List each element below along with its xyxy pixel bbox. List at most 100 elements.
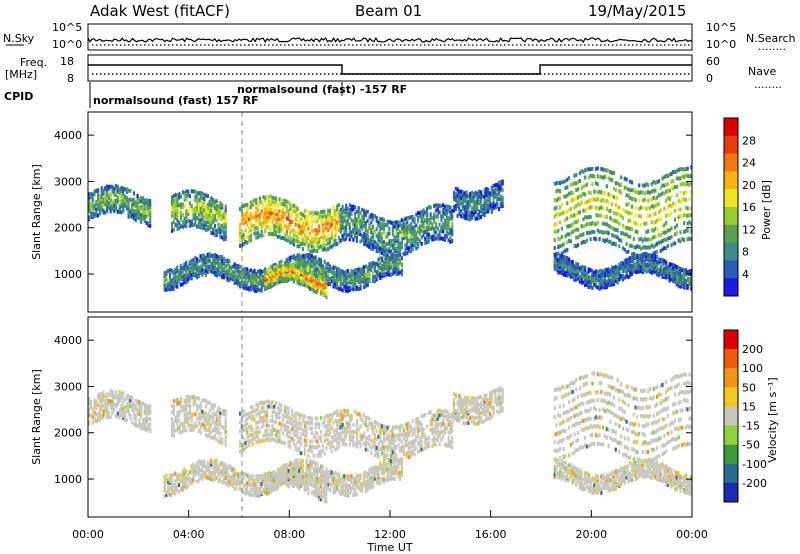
power-echo-cell bbox=[255, 289, 258, 293]
velocity-echo-cell bbox=[303, 419, 306, 424]
power-echo-cell bbox=[122, 198, 125, 203]
power-echo-cell bbox=[647, 205, 650, 210]
power-echo-cell bbox=[397, 250, 400, 254]
velocity-echo-cell bbox=[93, 401, 96, 406]
power-echo-cell bbox=[555, 252, 558, 256]
power-echo-cell bbox=[194, 271, 197, 276]
power-echo-cell bbox=[208, 210, 211, 215]
power-echo-cell bbox=[145, 203, 148, 208]
velocity-echo-cell bbox=[253, 436, 256, 441]
power-echo-cell bbox=[210, 196, 213, 201]
power-echo-cell bbox=[422, 226, 425, 230]
power-echo-cell bbox=[291, 255, 294, 260]
power-echo-cell bbox=[294, 222, 297, 227]
velocity-echo-cell bbox=[129, 395, 132, 400]
power-echo-cell bbox=[386, 253, 389, 258]
power-echo-cell bbox=[328, 282, 332, 287]
power-echo-cell bbox=[363, 241, 366, 246]
power-echo-cell bbox=[672, 279, 675, 283]
power-echo-cell bbox=[616, 265, 619, 270]
power-echo-cell bbox=[373, 214, 376, 219]
power-echo-cell bbox=[384, 264, 387, 269]
velocity-echo-cell bbox=[271, 437, 274, 441]
power-echo-cell bbox=[300, 237, 303, 242]
power-echo-cell bbox=[188, 275, 191, 280]
power-echo-cell bbox=[663, 273, 666, 278]
power-echo-cell bbox=[417, 229, 420, 234]
velocity-echo-cell bbox=[337, 441, 341, 445]
velocity-echo-cell bbox=[314, 425, 317, 430]
power-colorbar-swatch bbox=[724, 118, 738, 137]
velocity-echo-cell bbox=[278, 411, 281, 415]
power-echo-cell bbox=[199, 206, 202, 211]
power-echo-cell bbox=[603, 174, 607, 179]
power-echo-cell bbox=[686, 221, 689, 226]
velocity-echo-cell bbox=[100, 415, 103, 420]
power-colorbar-tick: 8 bbox=[742, 246, 749, 259]
velocity-echo-cell bbox=[178, 413, 181, 417]
power-echo-cell bbox=[393, 249, 396, 254]
power-echo-cell bbox=[384, 271, 387, 276]
power-echo-cell bbox=[134, 214, 137, 218]
power-echo-cell bbox=[600, 205, 603, 210]
velocity-echo-cell bbox=[255, 434, 258, 439]
velocity-echo-cell bbox=[366, 440, 369, 445]
power-echo-cell bbox=[483, 207, 486, 212]
power-echo-cell bbox=[397, 234, 400, 239]
power-echo-cell bbox=[384, 242, 387, 247]
power-echo-cell bbox=[242, 204, 245, 209]
power-echo-cell bbox=[336, 241, 339, 246]
velocity-echo-cell bbox=[107, 393, 110, 398]
power-echo-cell bbox=[431, 216, 434, 221]
velocity-echo-cell bbox=[248, 443, 251, 448]
power-colorbar-swatch bbox=[724, 135, 738, 155]
power-echo-cell bbox=[346, 280, 350, 285]
power-echo-cell bbox=[591, 221, 594, 225]
velocity-echo-cell bbox=[149, 411, 152, 415]
power-echo-cell bbox=[575, 212, 578, 217]
power-echo-cell bbox=[399, 253, 402, 258]
power-echo-cell bbox=[397, 223, 400, 228]
power-echo-cell bbox=[176, 265, 179, 270]
power-echo-cell bbox=[688, 277, 691, 282]
velocity-echo-cell bbox=[292, 432, 296, 437]
velocity-echo-cell bbox=[354, 430, 357, 435]
velocity-echo-cell bbox=[266, 428, 269, 433]
power-echo-cell bbox=[577, 180, 580, 185]
velocity-echo-cell bbox=[201, 422, 204, 427]
power-echo-cell bbox=[382, 260, 385, 265]
power-echo-cell bbox=[292, 228, 296, 233]
power-echo-cell bbox=[388, 246, 391, 251]
power-echo-cell bbox=[345, 222, 348, 227]
velocity-echo-cell bbox=[316, 431, 319, 436]
power-echo-cell bbox=[391, 246, 394, 251]
power-echo-cell bbox=[607, 168, 610, 173]
power-echo-cell bbox=[458, 211, 461, 216]
velocity-echo-cell bbox=[296, 421, 299, 426]
power-echo-cell bbox=[625, 274, 628, 279]
power-echo-cell bbox=[255, 197, 258, 202]
power-echo-cell bbox=[605, 168, 608, 173]
power-echo-cell bbox=[192, 216, 195, 221]
power-echo-cell bbox=[341, 225, 344, 230]
power-echo-cell bbox=[634, 189, 637, 194]
power-echo-cell bbox=[282, 210, 285, 215]
power-echo-cell bbox=[470, 199, 474, 203]
power-echo-cell bbox=[230, 273, 233, 278]
power-echo-cell bbox=[442, 229, 445, 234]
power-echo-cell bbox=[406, 228, 409, 233]
power-echo-cell bbox=[185, 265, 188, 270]
power-echo-cell bbox=[481, 204, 484, 208]
power-echo-cell bbox=[483, 194, 486, 199]
power-echo-cell bbox=[413, 239, 416, 243]
power-echo-cell bbox=[93, 192, 96, 197]
power-echo-cell bbox=[325, 265, 328, 270]
power-echo-cell bbox=[575, 235, 578, 240]
power-echo-cell bbox=[127, 214, 130, 219]
velocity-echo-cell bbox=[197, 404, 200, 409]
power-echo-cell bbox=[404, 228, 407, 233]
power-echo-cell bbox=[215, 233, 218, 238]
velocity-echo-cell bbox=[222, 408, 225, 413]
power-echo-cell bbox=[246, 222, 249, 227]
power-echo-cell bbox=[187, 208, 190, 213]
